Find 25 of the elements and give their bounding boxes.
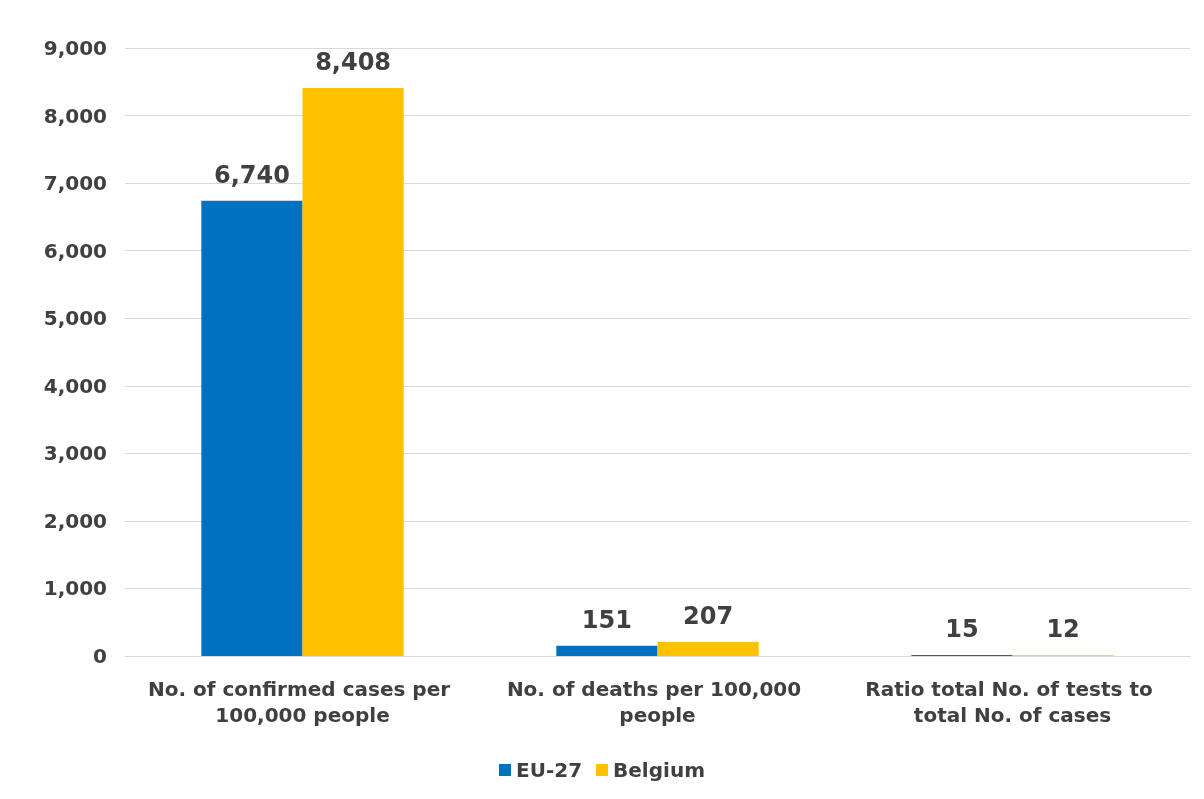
legend-label: EU-27 [516, 758, 583, 782]
bar [556, 645, 658, 656]
y-tick-label: 1,000 [43, 576, 107, 601]
data-label: 151 [581, 605, 632, 634]
y-tick-label: 7,000 [43, 171, 107, 196]
y-tick-label: 4,000 [43, 373, 107, 398]
data-label: 6,740 [213, 160, 290, 189]
data-label: 12 [1046, 615, 1080, 644]
data-label: 207 [683, 602, 734, 631]
y-tick-label: 9,000 [43, 36, 107, 60]
bar [201, 200, 303, 656]
x-tick-label: Ratio total No. of tests to total No. of cases [865, 677, 1160, 727]
y-tick-label: 0 [93, 644, 107, 668]
x-tick-label: No. of confirmed cases per 100,000 people [147, 677, 458, 727]
data-label: 8,408 [315, 47, 392, 76]
y-tick-label: 2,000 [43, 508, 107, 533]
x-tick-label: No. of deaths per 100,000 people [506, 677, 809, 727]
bar [657, 642, 759, 656]
y-tick-label: 8,000 [43, 103, 107, 128]
data-label: 15 [945, 614, 979, 643]
y-tick-label: 3,000 [43, 441, 107, 466]
legend-label: Belgium [613, 758, 705, 782]
bar [302, 87, 404, 656]
y-tick-label: 6,000 [43, 238, 107, 263]
y-tick-label: 5,000 [43, 306, 107, 331]
